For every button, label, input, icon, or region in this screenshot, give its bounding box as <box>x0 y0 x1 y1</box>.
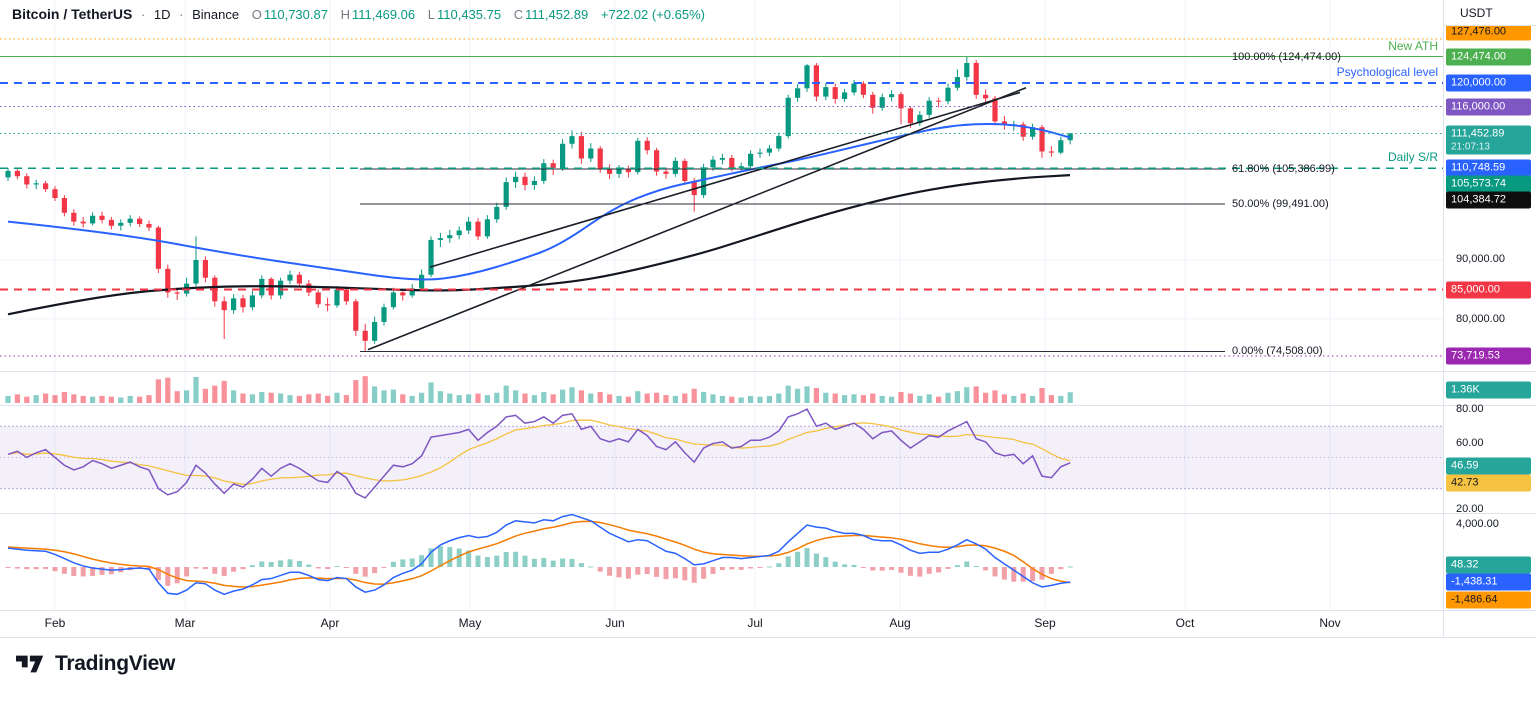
tradingview-branding[interactable]: TradingView <box>16 652 175 676</box>
price-scale-value: 60.00 <box>1456 437 1484 449</box>
drawing-label-daily-s-r[interactable]: Daily S/R <box>1387 150 1438 164</box>
high-value: 111,469.06 <box>351 7 416 22</box>
price-scale-badge[interactable]: 42.73 <box>1446 474 1531 492</box>
tradingview-logo-text: TradingView <box>55 652 176 675</box>
price-scale-badge[interactable]: 124,474.00 <box>1446 48 1531 66</box>
time-axis-label-oct: Oct <box>1175 616 1195 630</box>
price-scale-badge[interactable]: 110,748.59 <box>1446 159 1531 177</box>
drawing-label-new-ath[interactable]: New ATH <box>1388 39 1438 53</box>
high-label: H <box>340 7 350 22</box>
timeframe-button[interactable]: 1D <box>153 7 171 22</box>
countdown-timer: 21:07:13 <box>1451 141 1490 153</box>
separator-dot: · <box>140 7 146 22</box>
pane-separator-volume-rsi[interactable] <box>0 405 1536 406</box>
price-scale-badge[interactable]: 46.59 <box>1446 457 1531 475</box>
close-value: 111,452.89 <box>525 7 589 22</box>
time-axis-label-nov: Nov <box>1319 616 1341 630</box>
price-scale-value: 4,000.00 <box>1456 518 1499 530</box>
time-axis-label-jun: Jun <box>605 616 625 630</box>
time-axis-label-may: May <box>458 616 482 630</box>
pane-separator-price-volume[interactable] <box>0 371 1536 372</box>
price-scale-badge[interactable]: 104,384.72 <box>1446 191 1531 209</box>
price-scale-badge[interactable]: 73,719.53 <box>1446 347 1531 365</box>
low-value: 110,435.75 <box>436 7 502 22</box>
time-axis-label-jul: Jul <box>747 616 763 630</box>
price-scale-badge[interactable]: 120,000.00 <box>1446 74 1531 92</box>
fib-level-label[interactable]: 61.80% (105,386.99) <box>1232 163 1335 176</box>
price-scale-value: 80,000.00 <box>1456 313 1505 325</box>
chart-canvas[interactable] <box>0 0 1443 611</box>
symbol-info-bar: Bitcoin / TetherUS · 1D · Binance O 110,7… <box>12 6 705 22</box>
chart-bottom-border <box>0 637 1536 638</box>
price-scale-badge[interactable]: -1,438.31 <box>1446 573 1531 591</box>
price-scale-badge[interactable]: 105,573.74 <box>1446 175 1531 193</box>
change-value: +722.02 (+0.65%) <box>600 7 705 22</box>
pane-separator-rsi-macd[interactable] <box>0 513 1536 514</box>
time-axis-label-aug: Aug <box>889 616 911 630</box>
pane-separator-macd-axis <box>0 610 1536 611</box>
price-scale-value: 90,000.00 <box>1456 253 1505 265</box>
time-axis-label-sep: Sep <box>1034 616 1056 630</box>
fib-level-label[interactable]: 0.00% (74,508.00) <box>1232 345 1323 358</box>
open-label: O <box>251 7 262 22</box>
low-label: L <box>427 7 435 22</box>
fib-level-label[interactable]: 100.00% (124,474.00) <box>1232 50 1341 63</box>
time-axis-label-apr: Apr <box>320 616 340 630</box>
price-scale-badge[interactable]: 1.36K <box>1446 381 1531 399</box>
fib-level-label[interactable]: 50.00% (99,491.00) <box>1232 198 1329 210</box>
price-scale-badge[interactable]: 116,000.00 <box>1446 98 1531 116</box>
price-scale-badge[interactable]: 127,476.00 <box>1446 23 1531 41</box>
close-label: C <box>513 7 524 22</box>
price-scale-badge[interactable]: 48.32 <box>1446 556 1531 574</box>
price-scale-currency[interactable]: USDT <box>1443 0 1536 26</box>
drawing-label-psychological-level[interactable]: Psychological level <box>1336 65 1438 79</box>
price-scale-value: 20.00 <box>1456 503 1484 515</box>
price-scale-badge[interactable]: -1,486.64 <box>1446 591 1531 609</box>
exchange-label[interactable]: Binance <box>192 7 240 22</box>
time-axis-label-feb: Feb <box>44 616 66 630</box>
price-scale-separator <box>1443 0 1444 638</box>
price-scale-badge[interactable]: 85,000.00 <box>1446 281 1531 299</box>
price-scale-badge[interactable]: 111,452.89 21:07:13 <box>1446 125 1531 155</box>
open-value: 110,730.87 <box>263 7 328 22</box>
symbol-title[interactable]: Bitcoin / TetherUS <box>12 6 133 22</box>
separator-dot: · <box>179 7 184 22</box>
time-axis-label-mar: Mar <box>174 616 196 630</box>
price-scale-value: 80.00 <box>1456 403 1484 415</box>
tradingview-logo-icon <box>16 655 44 673</box>
